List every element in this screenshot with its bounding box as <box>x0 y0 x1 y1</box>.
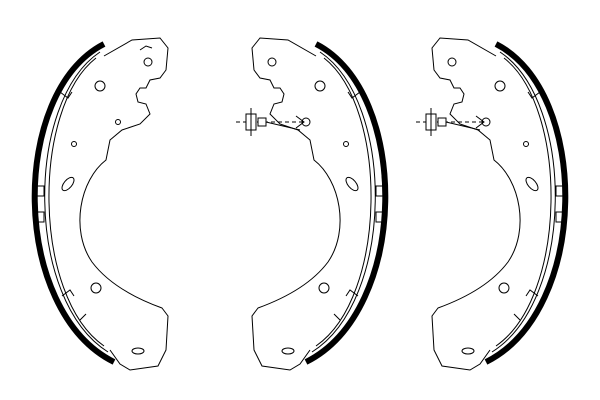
brake-lining-middle <box>304 41 389 365</box>
brake-shoe-left <box>31 37 169 371</box>
adjuster-lever-right <box>416 108 486 136</box>
slot-1 <box>61 176 75 192</box>
hole-2 <box>143 57 153 67</box>
brake-lining-right <box>484 41 569 365</box>
adjuster-lever-middle <box>236 108 306 136</box>
hole-1 <box>94 80 106 92</box>
slot-2 <box>131 347 145 355</box>
brake-lining-left <box>31 41 116 365</box>
hole-3 <box>115 119 121 125</box>
shoe-web-right <box>431 37 521 371</box>
shoe-rim-middle <box>311 51 376 353</box>
shoe-rim-right <box>491 51 556 353</box>
shoe-web-middle <box>251 37 341 371</box>
hole-5 <box>90 282 102 294</box>
shoe-web-left <box>79 37 169 371</box>
brake-shoe-middle <box>251 37 389 371</box>
shoe-rim-left <box>44 51 109 353</box>
hole-4 <box>71 141 77 147</box>
brake-shoe-right <box>431 37 569 371</box>
